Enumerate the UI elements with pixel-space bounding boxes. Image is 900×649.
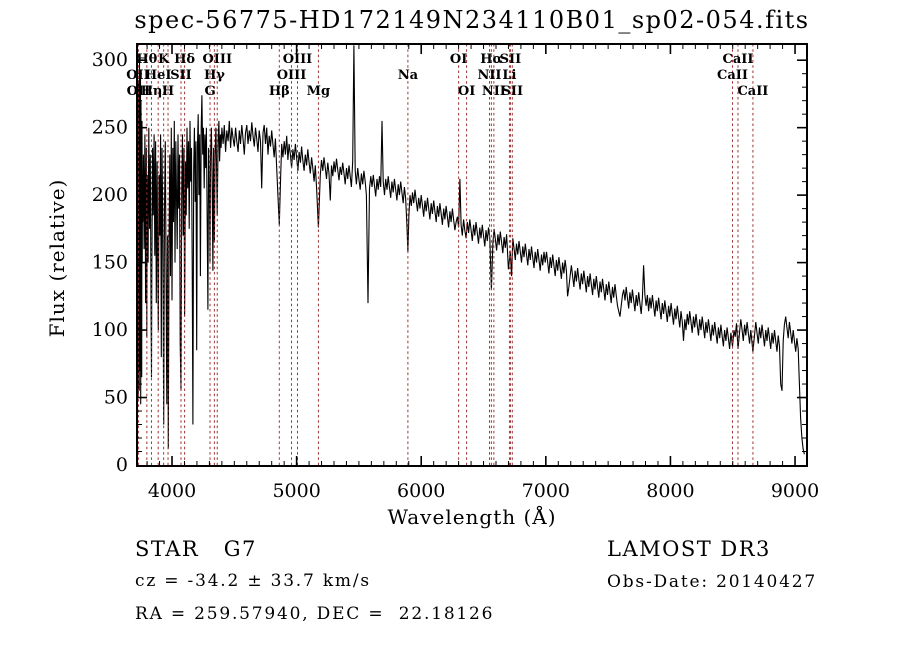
y-tick-label: 0: [116, 454, 128, 476]
x-tick-label: 7000: [522, 480, 570, 502]
page-title: spec-56775-HD172149N234110B01_sp02-054.f…: [134, 6, 810, 34]
spectral-line-label: OIII: [283, 52, 313, 67]
y-axis-title: Flux (relative): [45, 178, 69, 338]
axis-frame: [136, 43, 808, 467]
spectral-line-label: Li: [502, 68, 516, 83]
spectral-line-label: SII: [500, 52, 522, 67]
y-tick-label: 200: [92, 184, 128, 206]
spectral-line-label: NII: [477, 68, 501, 83]
spectral-line-label: OI: [450, 52, 467, 67]
spectral-line-label: HeI: [145, 68, 172, 83]
spectral-line-label: Hα: [480, 52, 502, 67]
spectral-line-label: OIII: [202, 52, 232, 67]
spectral-line-label: OI: [458, 84, 475, 99]
ra-dec-label: RA = 259.57940, DEC = 22.18126: [135, 604, 495, 624]
spectral-line-label: Hβ: [269, 84, 290, 99]
spectral-line-label: Hγ: [204, 68, 225, 83]
spectral-line-label: Na: [398, 68, 419, 83]
spectral-line-label: Hδ: [174, 52, 195, 67]
spectral-line-label: SII: [170, 68, 192, 83]
survey-release-label: LAMOST DR3: [607, 537, 771, 561]
spectral-line-label: OIII: [277, 68, 307, 83]
x-tick-label: 5000: [272, 480, 320, 502]
y-tick-label: 100: [92, 319, 128, 341]
spectral-line-label: CaII: [737, 84, 768, 99]
spectral-line-label: OII: [126, 68, 150, 83]
y-tick-label: 50: [104, 387, 128, 409]
spectral-line-label: OII: [127, 84, 151, 99]
y-tick-label: 250: [92, 117, 128, 139]
radial-velocity-label: cz = -34.2 ± 33.7 km/s: [135, 571, 371, 591]
x-tick-label: 8000: [646, 480, 694, 502]
spectral-line-label: K: [158, 52, 170, 67]
y-tick-label: 150: [92, 252, 128, 274]
spectral-line-label: NII: [482, 84, 506, 99]
spectral-line-label: Hη: [141, 84, 163, 99]
spectrum-chart: 4000 5000 6000 7000 8000 9000 0 50 100 150 200 250 3…: [92, 43, 819, 502]
x-tick-label: 6000: [397, 480, 445, 502]
spectral-line-label: SII: [502, 84, 524, 99]
spectral-line-label: G: [204, 84, 215, 99]
spectral-line-label: CaII: [717, 68, 748, 83]
x-tick-label: 9000: [771, 480, 819, 502]
obs-date-label: Obs-Date: 20140427: [607, 572, 818, 592]
spectral-line-label: Mg: [307, 84, 330, 99]
y-tick-label: 300: [92, 49, 128, 71]
x-axis-title: Wavelength (Å): [387, 505, 557, 529]
spectrum-line: [137, 45, 805, 455]
classification-label: STAR G7: [135, 537, 257, 561]
spectral-line-label: CaII: [723, 52, 754, 67]
x-tick-label: 4000: [148, 480, 196, 502]
spectral-line-label: Hθ: [136, 52, 157, 67]
spectral-line-label: H: [162, 84, 174, 99]
